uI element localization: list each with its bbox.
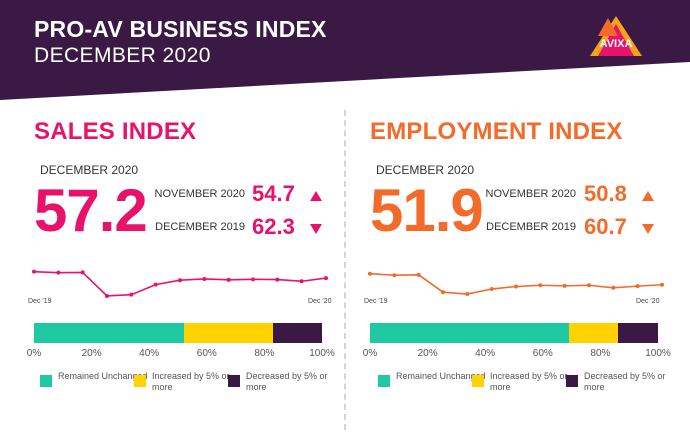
employment-sparkline-point (441, 290, 445, 295)
sales-sparkline-point (226, 277, 231, 282)
employment-prev-year-label: DECEMBER 2019 (486, 221, 576, 233)
employment-bar-segment (370, 323, 569, 343)
sales-spark-end-label: Dec '20 (308, 298, 332, 305)
sales-bar-segment (273, 323, 322, 343)
employment-spark-start-label: Dec '19 (364, 298, 388, 305)
sales-tick-label: 40% (139, 348, 160, 359)
employment-tick-label: 80% (590, 348, 611, 359)
sales-legend-label: Remained Unchanged (58, 371, 148, 381)
sales-bar-segment (34, 323, 184, 343)
sales-legend-swatch (228, 375, 240, 387)
sales-sparkline-point (32, 269, 36, 274)
employment-tick-label: 20% (417, 348, 438, 359)
employment-sparkline-point (465, 292, 470, 297)
sales-prev-year-value: 62.3 (252, 214, 295, 239)
sales-sparkline-point (178, 278, 182, 283)
sales-sparkline-point (324, 276, 328, 281)
employment-prev-year-value: 60.7 (584, 214, 627, 239)
employment-tick-label: 0% (362, 348, 378, 359)
sales-sparkline-point (275, 277, 280, 282)
employment-sparkline (368, 271, 664, 297)
employment-tick-label: 40% (475, 348, 496, 359)
employment-sparkline-point (368, 271, 372, 276)
sales-prev-month-value: 54.7 (252, 181, 295, 206)
sales-sparkline-point (129, 292, 134, 297)
employment-legend-label: Remained Unchanged (396, 371, 486, 381)
sales-down-arrow-icon (310, 224, 322, 234)
sales-prev-month-label: NOVEMBER 2020 (154, 188, 245, 200)
sales-current-value: 57.2 (34, 177, 148, 244)
employment-current-value: 51.9 (370, 177, 484, 244)
sales-current-label: DECEMBER 2020 (40, 163, 139, 177)
employment-sparkline-point (392, 273, 397, 278)
sales-sparkline-point (251, 277, 255, 282)
employment-sparkline-point (562, 283, 567, 288)
employment-legend-swatch (472, 375, 484, 387)
sales-tick-label: 60% (196, 348, 217, 359)
sales-sparkline-point (299, 279, 304, 284)
sales-bar-segment (183, 323, 274, 343)
sales-tick-label: 20% (81, 348, 102, 359)
employment-legend-swatch (378, 375, 390, 387)
employment-panel: EMPLOYMENT INDEX DECEMBER 2020 51.9 NOVE… (336, 0, 681, 439)
employment-sparkline-point (611, 285, 616, 290)
sales-legend-label: Increased by 5% or more (152, 371, 230, 392)
employment-bar-ticks: 0% 20% 40% 60% 80% 100% (363, 348, 671, 360)
logo-text: AVIXA (600, 38, 633, 50)
sales-up-arrow-icon (310, 191, 322, 201)
employment-prev-month-label: NOVEMBER 2020 (485, 188, 576, 200)
employment-sparkline-point (660, 282, 664, 287)
sales-legend-swatch (134, 375, 146, 387)
employment-legend-label: Decreased by 5% or more (584, 371, 666, 392)
sales-sparkline-point (105, 293, 109, 298)
employment-legend-swatch (566, 375, 578, 387)
sales-spark-start-label: Dec '19 (28, 298, 52, 305)
employment-sparkline-point (635, 284, 640, 289)
employment-sparkline-point (514, 284, 518, 289)
sales-prev-year-label: DECEMBER 2019 (155, 221, 245, 233)
sales-tick-label: 0% (26, 348, 42, 359)
sales-sparkline-path (33, 270, 327, 297)
employment-sparkline-point (587, 283, 591, 288)
employment-sparkline-path (369, 272, 663, 295)
page-subtitle: DECEMBER 2020 (34, 44, 211, 67)
avixa-logo: AVIXA (590, 16, 642, 56)
sales-sparkline-point (80, 270, 85, 275)
employment-sparkline-point (416, 272, 421, 277)
sales-bar-ticks: 0% 20% 40% 60% 80% 100% (27, 348, 335, 360)
sales-legend-swatch (40, 375, 52, 387)
sales-sparkline-point (153, 282, 158, 287)
employment-spark-end-label: Dec '20 (636, 298, 660, 305)
employment-tick-label: 100% (645, 348, 671, 359)
sales-tick-label: 100% (309, 348, 335, 359)
employment-sparkline-point (538, 283, 543, 288)
employment-bar-segment (617, 323, 658, 343)
employment-stacked-bar (370, 323, 658, 343)
sales-sparkline-point (202, 276, 207, 281)
sales-sparkline (32, 269, 328, 298)
sales-tick-label: 80% (254, 348, 275, 359)
sales-legend-label: Decreased by 5% or more (246, 371, 328, 392)
employment-tick-label: 60% (532, 348, 553, 359)
employment-bar-segment (568, 323, 618, 343)
employment-legend-label: Increased by 5% or more (490, 371, 568, 392)
panel-divider (344, 110, 346, 430)
sales-stacked-bar (34, 323, 322, 343)
sales-title: SALES INDEX (34, 118, 197, 145)
employment-title: EMPLOYMENT INDEX (370, 118, 623, 145)
employment-sparkline-point (489, 287, 494, 292)
employment-down-arrow-icon (642, 224, 654, 234)
page-title: PRO-AV BUSINESS INDEX (34, 16, 327, 42)
employment-up-arrow-icon (642, 191, 654, 201)
employment-prev-month-value: 50.8 (584, 181, 627, 206)
sales-sparkline-point (56, 270, 61, 275)
sales-panel: SALES INDEX DECEMBER 2020 57.2 NOVEMBER … (27, 118, 335, 392)
employment-current-label: DECEMBER 2020 (376, 163, 475, 177)
